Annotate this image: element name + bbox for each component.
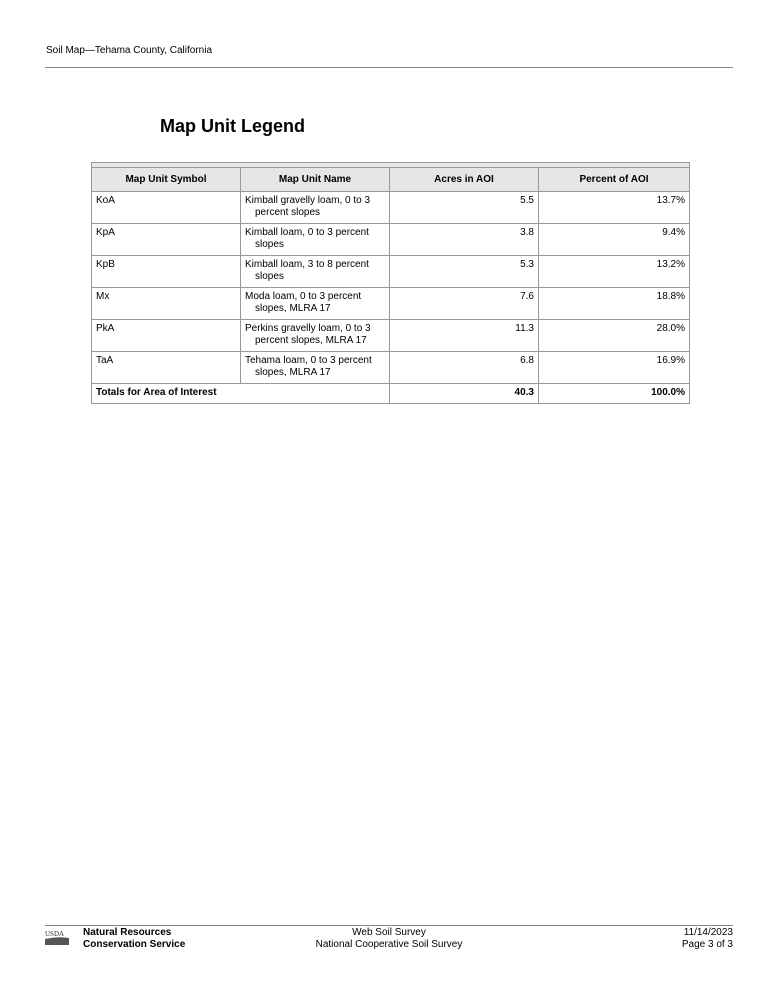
footer-right: 11/14/2023 Page 3 of 3 bbox=[682, 927, 733, 951]
map-unit-name: Kimball loam, 0 to 3 percent slopes bbox=[240, 223, 390, 256]
name-line1: Kimball gravelly loam, 0 to 3 bbox=[245, 195, 371, 206]
column-header: Map Unit Symbol bbox=[91, 167, 241, 192]
table-row: TaA Tehama loam, 0 to 3 percent slopes, M… bbox=[91, 351, 690, 384]
map-unit-name: Tehama loam, 0 to 3 percent slopes, MLRA … bbox=[240, 351, 390, 384]
map-unit-symbol: TaA bbox=[91, 351, 241, 384]
name-line2: slopes, MLRA 17 bbox=[255, 303, 331, 314]
footer-page-number: Page 3 of 3 bbox=[681, 939, 733, 950]
header-divider bbox=[45, 67, 733, 68]
map-unit-name: Kimball loam, 3 to 8 percent slopes bbox=[240, 255, 390, 288]
percent-of-aoi: 28.0% bbox=[538, 319, 690, 352]
table-row: Mx Moda loam, 0 to 3 percent slopes, MLRA… bbox=[91, 287, 690, 320]
acres-in-aoi: 5.3 bbox=[389, 255, 539, 288]
name-line1: Kimball loam, 3 to 8 percent bbox=[245, 259, 369, 270]
name-line2: slopes bbox=[255, 239, 284, 250]
percent-of-aoi: 16.9% bbox=[538, 351, 690, 384]
map-unit-name: Kimball gravelly loam, 0 to 3 percent slo… bbox=[240, 191, 390, 224]
totals-label: Totals for Area of Interest bbox=[91, 383, 390, 404]
svg-text:USDA: USDA bbox=[45, 930, 64, 938]
map-unit-symbol: KoA bbox=[91, 191, 241, 224]
footer-center-line1: Web Soil Survey bbox=[352, 927, 426, 938]
footer-agency: Natural Resources Conservation Service bbox=[83, 927, 185, 951]
name-line2: slopes bbox=[255, 271, 284, 282]
name-line2: percent slopes, MLRA 17 bbox=[255, 335, 367, 346]
map-unit-legend-table: Map Unit Symbol Map Unit Name Acres in A… bbox=[91, 162, 690, 404]
percent-of-aoi: 13.7% bbox=[538, 191, 690, 224]
acres-in-aoi: 5.5 bbox=[389, 191, 539, 224]
table-row: PkA Perkins gravelly loam, 0 to 3 percent… bbox=[91, 319, 690, 352]
percent-of-aoi: 18.8% bbox=[538, 287, 690, 320]
column-header: Acres in AOI bbox=[389, 167, 539, 192]
name-line1: Tehama loam, 0 to 3 percent bbox=[245, 355, 372, 366]
acres-in-aoi: 11.3 bbox=[389, 319, 539, 352]
acres-in-aoi: 3.8 bbox=[389, 223, 539, 256]
column-header: Percent of AOI bbox=[538, 167, 690, 192]
footer-center-line2: National Cooperative Soil Survey bbox=[315, 939, 463, 950]
footer-center: Web Soil Survey National Cooperative Soi… bbox=[289, 927, 489, 951]
map-unit-symbol: Mx bbox=[91, 287, 241, 320]
map-unit-symbol: KpA bbox=[91, 223, 241, 256]
page-title: Map Unit Legend bbox=[160, 116, 305, 136]
percent-of-aoi: 9.4% bbox=[538, 223, 690, 256]
map-unit-name: Perkins gravelly loam, 0 to 3 percent slo… bbox=[240, 319, 390, 352]
page-header: Soil Map—Tehama County, California bbox=[46, 45, 213, 56]
name-line1: Moda loam, 0 to 3 percent bbox=[245, 291, 362, 302]
column-header: Map Unit Name bbox=[240, 167, 390, 192]
name-line2: slopes, MLRA 17 bbox=[255, 367, 331, 378]
map-unit-name: Moda loam, 0 to 3 percent slopes, MLRA 17 bbox=[240, 287, 390, 320]
acres-in-aoi: 6.8 bbox=[389, 351, 539, 384]
table-row: KpA Kimball loam, 0 to 3 percent slopes 3… bbox=[91, 223, 690, 256]
map-unit-symbol: KpB bbox=[91, 255, 241, 288]
acres-in-aoi: 7.6 bbox=[389, 287, 539, 320]
totals-percent: 100.0% bbox=[538, 383, 690, 404]
footer-agency-line2: Conservation Service bbox=[83, 939, 186, 950]
footer-divider bbox=[45, 925, 733, 926]
usda-logo-icon: USDA bbox=[45, 930, 69, 945]
totals-acres: 40.3 bbox=[389, 383, 539, 404]
map-unit-symbol: PkA bbox=[91, 319, 241, 352]
footer-agency-line1: Natural Resources bbox=[83, 927, 172, 938]
name-line1: Perkins gravelly loam, 0 to 3 bbox=[245, 323, 371, 334]
table-row: KoA Kimball gravelly loam, 0 to 3 percent… bbox=[91, 191, 690, 224]
name-line2: percent slopes bbox=[255, 207, 321, 218]
percent-of-aoi: 13.2% bbox=[538, 255, 690, 288]
totals-row: Totals for Area of Interest 40.3 100.0% bbox=[91, 383, 690, 404]
name-line1: Kimball loam, 0 to 3 percent bbox=[245, 227, 369, 238]
table-row: KpB Kimball loam, 3 to 8 percent slopes 5… bbox=[91, 255, 690, 288]
footer-date: 11/14/2023 bbox=[683, 927, 733, 938]
